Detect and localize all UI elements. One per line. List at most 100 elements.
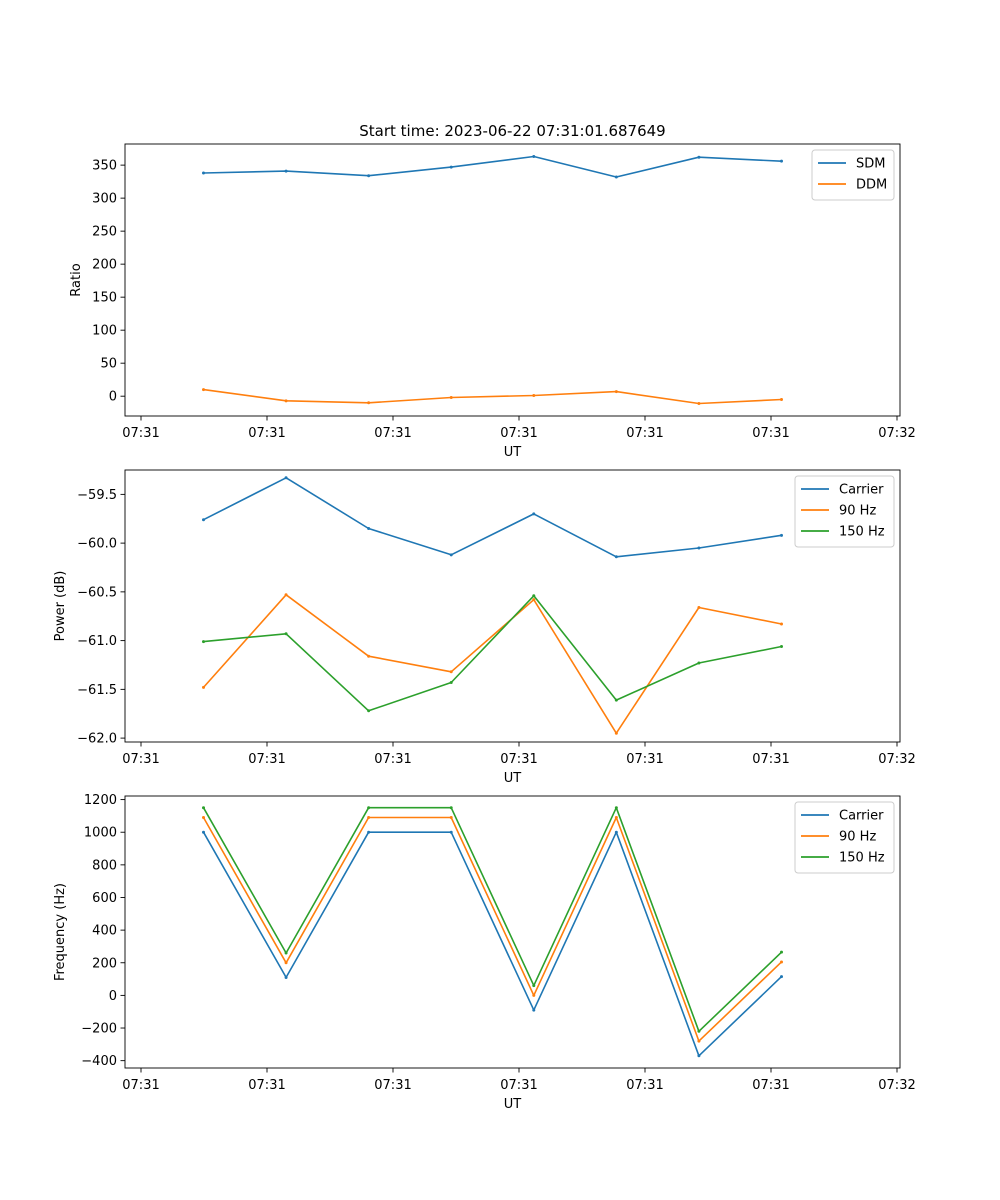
y-tick-label: −61.0 [77, 634, 117, 649]
y-tick-label: 800 [92, 858, 117, 873]
data-point [779, 622, 783, 626]
series-line [202, 831, 783, 1057]
x-tick-label: 07:31 [626, 752, 663, 767]
data-point [202, 685, 205, 689]
data-point [532, 594, 536, 598]
y-tick-label: 300 [92, 192, 117, 207]
data-point [284, 961, 288, 965]
figure-title: Start time: 2023-06-22 07:31:01.687649 [359, 122, 665, 140]
series-90-hz [202, 593, 783, 735]
series-ddm [202, 388, 783, 405]
x-tick-label: 07:32 [878, 752, 915, 767]
y-tick-label: 0 [109, 989, 117, 1004]
x-tick-label: 07:31 [374, 1078, 411, 1093]
data-point [697, 546, 701, 550]
x-tick-label: 07:31 [626, 1078, 663, 1093]
data-point [532, 512, 536, 516]
data-point [779, 975, 783, 979]
data-point [532, 1008, 536, 1012]
data-point [697, 605, 701, 609]
data-point [614, 830, 618, 834]
plot-frame [124, 143, 901, 417]
y-tick-label: 150 [92, 291, 117, 306]
data-point [284, 632, 288, 636]
data-point [697, 155, 701, 159]
legend-label: Carrier [839, 483, 884, 498]
y-tick-label: −200 [81, 1022, 117, 1037]
data-point [367, 830, 371, 834]
legend-label: Carrier [839, 809, 884, 824]
data-point [532, 984, 536, 988]
y-tick-label: 600 [92, 891, 117, 906]
data-point [202, 806, 205, 810]
plot-frame [124, 795, 901, 1069]
x-tick-label: 07:31 [248, 1078, 285, 1093]
x-tick-label: 07:31 [752, 426, 789, 441]
plot-frame [124, 469, 901, 743]
data-point [614, 816, 618, 820]
y-tick-label: 50 [100, 357, 117, 372]
x-tick-label: 07:32 [878, 426, 915, 441]
data-point [367, 816, 371, 820]
series-150-hz [202, 594, 783, 713]
y-tick-label: 350 [92, 159, 117, 174]
x-axis-label: UT [504, 445, 522, 460]
series-line [203, 594, 782, 712]
x-tick-label: 07:31 [626, 426, 663, 441]
data-point [614, 175, 618, 179]
y-tick-label: −60.0 [77, 537, 117, 552]
series-carrier [202, 830, 783, 1058]
legend: SDM DDM [811, 149, 895, 201]
series-line [202, 816, 783, 1042]
x-axis-label: UT [504, 771, 522, 786]
data-point [449, 670, 453, 674]
x-tick-label: 07:32 [878, 1078, 915, 1093]
x-tick-label: 07:31 [122, 426, 159, 441]
x-axis-label: UT [504, 1097, 522, 1112]
data-point [367, 806, 371, 810]
series-line [203, 476, 782, 558]
x-tick-label: 07:31 [248, 752, 285, 767]
x-tick-label: 07:31 [374, 752, 411, 767]
series-line [202, 806, 783, 1033]
data-point [779, 159, 783, 163]
y-axis-label: Ratio [69, 263, 84, 296]
data-point [449, 681, 453, 685]
y-tick-label: 1200 [84, 793, 117, 808]
data-point [202, 171, 205, 175]
data-point [284, 951, 288, 955]
data-point [697, 1029, 701, 1033]
y-tick-label: 1000 [84, 826, 117, 841]
legend-label: 90 Hz [839, 504, 876, 519]
legend-label: DDM [856, 178, 887, 193]
data-point [614, 731, 618, 735]
legend: Carrier 90 Hz 150 Hz [794, 475, 895, 548]
data-point [779, 644, 783, 648]
data-point [202, 518, 205, 522]
series-150-hz [202, 806, 783, 1033]
y-axis-label: Power (dB) [53, 571, 68, 642]
y-tick-label: 200 [92, 956, 117, 971]
legend-box [794, 801, 895, 874]
data-point [202, 640, 205, 644]
data-point [614, 555, 618, 559]
charts-container: 07:31 07:31 07:31 07:31 07:31 07:31 07:32 0 50 10… [53, 143, 916, 1112]
data-point [284, 593, 288, 597]
legend-box [794, 475, 895, 548]
data-point [532, 598, 536, 602]
x-tick-label: 07:31 [752, 752, 789, 767]
y-tick-label: 100 [92, 324, 117, 339]
data-point [449, 830, 453, 834]
x-tick-label: 07:31 [752, 1078, 789, 1093]
y-tick-label: 200 [92, 258, 117, 273]
data-point [532, 155, 536, 159]
data-point [614, 698, 618, 702]
y-tick-label: −400 [81, 1054, 117, 1069]
series-sdm [202, 155, 783, 179]
data-point [284, 476, 288, 480]
data-point [614, 390, 618, 394]
y-tick-label: −62.0 [77, 732, 117, 747]
data-point [532, 993, 536, 997]
data-point [779, 950, 783, 954]
legend-label: 90 Hz [839, 830, 876, 845]
